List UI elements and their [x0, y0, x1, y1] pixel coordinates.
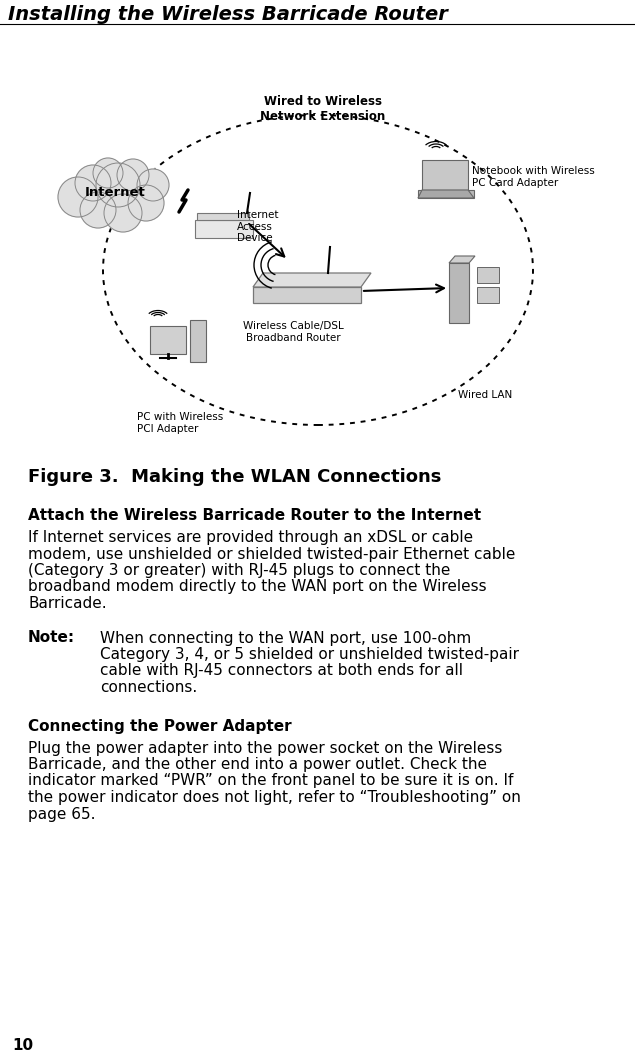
- Polygon shape: [418, 190, 474, 198]
- Polygon shape: [190, 320, 206, 362]
- Text: (Category 3 or greater) with RJ-45 plugs to connect the: (Category 3 or greater) with RJ-45 plugs…: [28, 563, 450, 578]
- Circle shape: [96, 163, 140, 207]
- Text: Barricade, and the other end into a power outlet. Check the: Barricade, and the other end into a powe…: [28, 757, 487, 772]
- Text: Plug the power adapter into the power socket on the Wireless: Plug the power adapter into the power so…: [28, 740, 502, 756]
- Text: Note:: Note:: [28, 630, 75, 646]
- Circle shape: [93, 158, 123, 188]
- Text: modem, use unshielded or shielded twisted-pair Ethernet cable: modem, use unshielded or shielded twiste…: [28, 546, 516, 562]
- Text: Wireless Cable/DSL
Broadband Router: Wireless Cable/DSL Broadband Router: [243, 321, 344, 342]
- Text: Wired to Wireless
Network Extension: Wired to Wireless Network Extension: [260, 94, 385, 123]
- Text: Wired LAN: Wired LAN: [458, 390, 512, 400]
- Text: Barricade.: Barricade.: [28, 596, 107, 611]
- Circle shape: [58, 177, 98, 217]
- Text: If Internet services are provided through an xDSL or cable: If Internet services are provided throug…: [28, 530, 473, 545]
- Text: cable with RJ-45 connectors at both ends for all: cable with RJ-45 connectors at both ends…: [100, 664, 463, 678]
- Circle shape: [117, 159, 149, 191]
- Polygon shape: [477, 267, 499, 284]
- FancyBboxPatch shape: [197, 213, 249, 220]
- Text: PC with Wireless
PCI Adapter: PC with Wireless PCI Adapter: [137, 412, 224, 434]
- FancyBboxPatch shape: [195, 220, 253, 238]
- Text: Internet: Internet: [84, 187, 145, 200]
- Text: When connecting to the WAN port, use 100-ohm: When connecting to the WAN port, use 100…: [100, 630, 471, 646]
- Text: Figure 3.  Making the WLAN Connections: Figure 3. Making the WLAN Connections: [28, 468, 441, 486]
- Circle shape: [75, 165, 111, 201]
- Text: indicator marked “PWR” on the front panel to be sure it is on. If: indicator marked “PWR” on the front pane…: [28, 774, 513, 789]
- Text: Attach the Wireless Barricade Router to the Internet: Attach the Wireless Barricade Router to …: [28, 508, 481, 523]
- Text: broadband modem directly to the WAN port on the Wireless: broadband modem directly to the WAN port…: [28, 580, 486, 594]
- Polygon shape: [449, 262, 469, 323]
- Text: Internet
Access
Device: Internet Access Device: [237, 210, 279, 244]
- Polygon shape: [422, 160, 468, 190]
- Text: Installing the Wireless Barricade Router: Installing the Wireless Barricade Router: [8, 5, 448, 24]
- Text: connections.: connections.: [100, 680, 197, 695]
- Text: Category 3, 4, or 5 shielded or unshielded twisted-pair: Category 3, 4, or 5 shielded or unshield…: [100, 647, 519, 662]
- Polygon shape: [150, 326, 186, 354]
- Circle shape: [128, 185, 164, 220]
- Text: Connecting the Power Adapter: Connecting the Power Adapter: [28, 718, 291, 734]
- Polygon shape: [477, 287, 499, 303]
- Circle shape: [104, 194, 142, 232]
- FancyBboxPatch shape: [253, 287, 361, 303]
- Circle shape: [137, 169, 169, 201]
- Text: Notebook with Wireless
PC Card Adapter: Notebook with Wireless PC Card Adapter: [472, 166, 595, 188]
- Text: 10: 10: [12, 1038, 33, 1050]
- Circle shape: [80, 192, 116, 228]
- Polygon shape: [449, 256, 475, 262]
- Polygon shape: [253, 273, 371, 287]
- Text: page 65.: page 65.: [28, 806, 95, 821]
- Polygon shape: [418, 190, 474, 198]
- Text: the power indicator does not light, refer to “Troubleshooting” on: the power indicator does not light, refe…: [28, 790, 521, 805]
